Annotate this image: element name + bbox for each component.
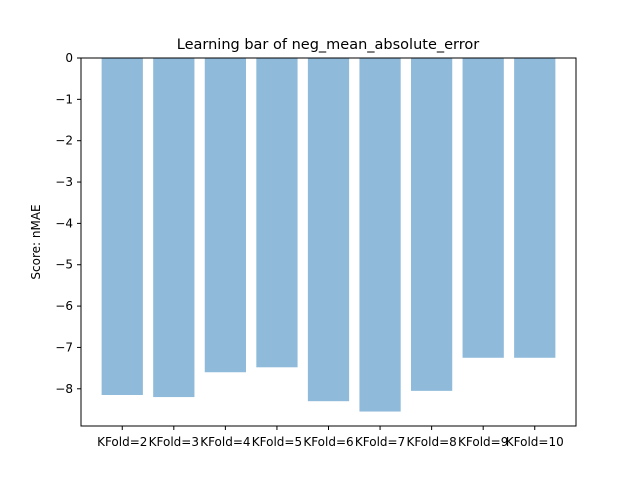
bar-kfold-5 bbox=[256, 58, 298, 368]
x-tick-label: KFold=7 bbox=[355, 435, 405, 449]
bar-kfold-9 bbox=[462, 58, 504, 358]
y-tick-label: −7 bbox=[55, 340, 73, 354]
y-axis-label: Score: nMAE bbox=[29, 204, 43, 279]
bar-kfold-7 bbox=[359, 58, 401, 412]
bar-kfold-3 bbox=[153, 58, 195, 398]
bar-kfold-8 bbox=[411, 58, 453, 391]
y-tick-label: −6 bbox=[55, 299, 73, 313]
y-tick-label: −4 bbox=[55, 216, 73, 230]
bar-kfold-2 bbox=[101, 58, 143, 395]
y-tick-label: −1 bbox=[55, 92, 73, 106]
bar-kfold-6 bbox=[307, 58, 350, 402]
y-tick-label: −2 bbox=[55, 134, 73, 148]
x-tick-label: KFold=3 bbox=[149, 435, 199, 449]
chart-title: Learning bar of neg_mean_absolute_error bbox=[177, 37, 479, 53]
x-tick-label: KFold=8 bbox=[406, 435, 456, 449]
x-tick-label: KFold=6 bbox=[303, 435, 353, 449]
x-tick-label: KFold=10 bbox=[506, 435, 564, 449]
x-tick-label: KFold=4 bbox=[200, 435, 250, 449]
x-tick-label: KFold=9 bbox=[458, 435, 508, 449]
y-tick-label: −3 bbox=[55, 175, 73, 189]
x-axis: KFold=2 KFold=3 KFold=4 KFold=5 KFold=6 KFold… bbox=[97, 426, 564, 449]
bar-kfold-10 bbox=[514, 58, 556, 358]
y-tick-label: −8 bbox=[55, 382, 73, 396]
x-tick-label: KFold=2 bbox=[97, 435, 147, 449]
bars-group bbox=[101, 58, 556, 412]
y-tick-label: −5 bbox=[55, 258, 73, 272]
plot-frame bbox=[80, 57, 577, 427]
bar-kfold-4 bbox=[204, 58, 246, 373]
y-tick-label: 0 bbox=[65, 51, 73, 65]
x-tick-label: KFold=5 bbox=[252, 435, 302, 449]
y-axis: 0 −1 −2 −3 −4 −5 −6 −7 −8 bbox=[55, 51, 81, 396]
